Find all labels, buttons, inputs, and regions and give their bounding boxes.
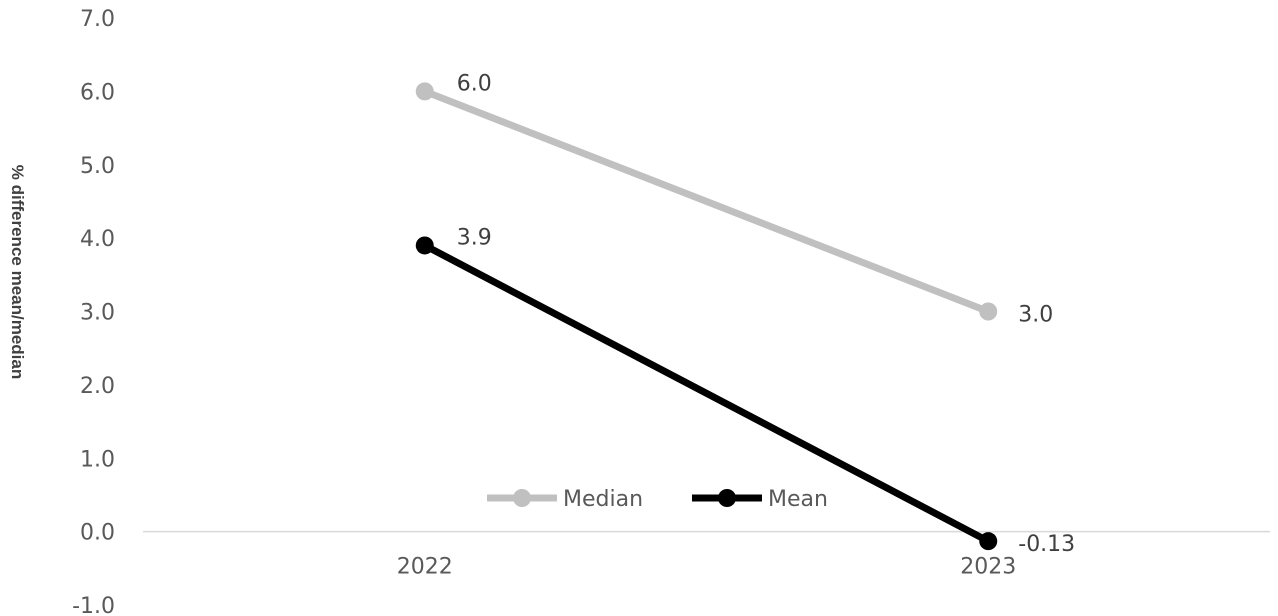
- series-line-median: [421, 87, 992, 315]
- y-tick-label: 7.0: [80, 7, 115, 32]
- y-tick-label: -1.0: [72, 594, 115, 616]
- y-tick-label: 1.0: [80, 447, 115, 472]
- data-point-mean: [415, 236, 434, 255]
- data-point-mean: [979, 532, 998, 551]
- x-tick-label: 2022: [397, 555, 453, 580]
- x-tick-label: 2023: [960, 555, 1016, 580]
- data-labels: 6.0 3.0 3.9 -0.13: [457, 71, 1075, 557]
- y-axis-ticks: -1.0 0.0 1.0 2.0 3.0 4.0 5.0 6.0 7.0: [72, 7, 115, 616]
- y-tick-label: 6.0: [80, 80, 115, 105]
- data-point-median: [415, 82, 434, 101]
- data-label-mean: 3.9: [457, 225, 492, 250]
- x-axis-ticks: 2022 2023: [397, 555, 1017, 580]
- legend-label-mean: Mean: [768, 487, 828, 512]
- data-point-median: [979, 302, 998, 321]
- legend-marker-mean: [718, 489, 736, 507]
- y-tick-label: 0.0: [80, 521, 115, 546]
- legend-label-median: Median: [563, 487, 643, 512]
- y-tick-label: 4.0: [80, 227, 115, 252]
- series-lines: [415, 82, 998, 551]
- data-label-mean: -0.13: [1018, 532, 1075, 557]
- y-tick-label: 5.0: [80, 154, 115, 179]
- data-label-median: 3.0: [1018, 303, 1053, 328]
- legend: Median Mean: [487, 487, 828, 512]
- legend-marker-median: [513, 489, 531, 507]
- y-tick-label: 2.0: [80, 374, 115, 399]
- y-tick-label: 3.0: [80, 301, 115, 326]
- series-line-mean: [421, 241, 992, 545]
- data-label-median: 6.0: [457, 71, 492, 96]
- y-axis-label: % difference mean/median: [8, 165, 27, 379]
